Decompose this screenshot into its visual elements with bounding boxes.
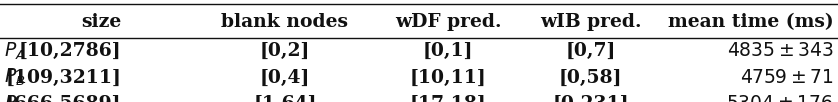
Text: [0,1]: [0,1] bbox=[423, 42, 473, 60]
Text: $P_A$: $P_A$ bbox=[4, 40, 26, 62]
Text: $4759 \pm 71$: $4759 \pm 71$ bbox=[740, 69, 834, 86]
Text: [0,2]: [0,2] bbox=[260, 42, 310, 60]
Text: wDF pred.: wDF pred. bbox=[395, 13, 502, 31]
Text: wIB pred.: wIB pred. bbox=[540, 13, 642, 31]
Text: [0,7]: [0,7] bbox=[566, 42, 616, 60]
Text: $P_B$: $P_B$ bbox=[4, 67, 26, 88]
Text: [10,2786]: [10,2786] bbox=[19, 42, 122, 60]
Text: [0,4]: [0,4] bbox=[260, 69, 310, 86]
Text: blank nodes: blank nodes bbox=[221, 13, 349, 31]
Text: mean time (ms): mean time (ms) bbox=[668, 13, 834, 31]
Text: [0,58]: [0,58] bbox=[559, 69, 623, 86]
Text: [17,18]: [17,18] bbox=[410, 95, 487, 102]
Text: [109,3211]: [109,3211] bbox=[6, 69, 122, 86]
Text: $P_C$: $P_C$ bbox=[4, 93, 27, 102]
Text: [10,11]: [10,11] bbox=[410, 69, 487, 86]
Text: [0,231]: [0,231] bbox=[552, 95, 629, 102]
Text: size: size bbox=[81, 13, 122, 31]
Text: [1,64]: [1,64] bbox=[253, 95, 317, 102]
Text: [666,5689]: [666,5689] bbox=[6, 95, 122, 102]
Text: $4835 \pm 343$: $4835 \pm 343$ bbox=[727, 42, 834, 60]
Text: $5304 \pm 176$: $5304 \pm 176$ bbox=[727, 95, 834, 102]
